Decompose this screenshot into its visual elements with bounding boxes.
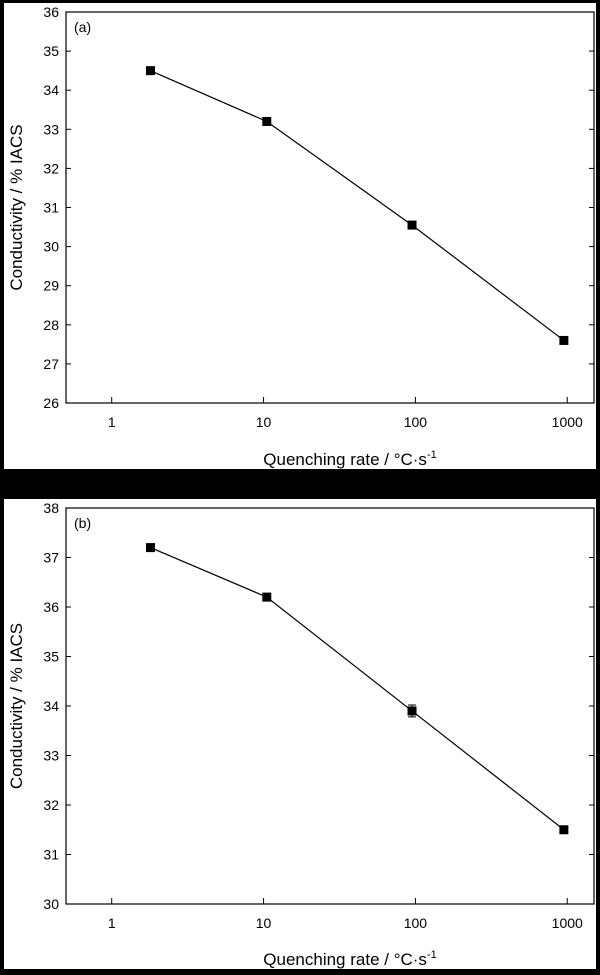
chart-b-xtick-label: 1 bbox=[108, 915, 116, 931]
chart-a-xtick-label: 10 bbox=[256, 414, 272, 430]
chart-b-ytick-label: 33 bbox=[43, 748, 59, 764]
chart-b-ytick-label: 36 bbox=[43, 599, 59, 615]
chart-b-data-point bbox=[262, 592, 272, 602]
chart-a-y-axis-title: Conductivity / % IACS bbox=[7, 124, 26, 290]
chart-b-ytick-label: 35 bbox=[43, 649, 59, 665]
chart-a-ytick-label: 34 bbox=[43, 82, 59, 98]
chart-a-data-point bbox=[145, 66, 155, 76]
chart-a-ytick-label: 32 bbox=[43, 160, 59, 176]
chart-a-panel-label: (a) bbox=[74, 19, 91, 35]
chart-a-ytick-label: 27 bbox=[43, 356, 59, 372]
chart-b-ytick-label: 34 bbox=[43, 698, 59, 714]
chart-a-ytick-label: 33 bbox=[43, 121, 59, 137]
chart-b-y-axis-title: Conductivity / % IACS bbox=[7, 623, 26, 789]
chart-a-data-point bbox=[262, 116, 272, 126]
chart-a-data-point bbox=[559, 335, 569, 345]
chart-a-ytick-label: 30 bbox=[43, 239, 59, 255]
chart-b-data-point bbox=[407, 706, 417, 716]
chart-a-data-point bbox=[407, 220, 417, 230]
chart-b-plot-frame bbox=[65, 507, 595, 905]
chart-a-xtick-label: 1 bbox=[108, 414, 116, 430]
chart-a-xtick-label: 1000 bbox=[552, 414, 583, 430]
chart-a-x-axis-title: Quenching rate / °C·s-1 bbox=[263, 449, 436, 469]
chart-b-x-axis-title: Quenching rate / °C·s-1 bbox=[263, 949, 436, 969]
chart-a-ytick-label: 26 bbox=[43, 395, 59, 411]
chart-panel-a: 26 27 28 29 30 31 32 33 34 35 36 1 10 100 1000 Quenchin… bbox=[4, 3, 596, 469]
chart-a-ytick-label: 31 bbox=[43, 200, 59, 216]
chart-b-svg: 30 31 32 33 34 35 36 37 38 1 10 100 1000 Quenching ra… bbox=[7, 500, 595, 969]
chart-a-xtick-label: 100 bbox=[404, 414, 428, 430]
chart-b-ytick-label: 32 bbox=[43, 797, 59, 813]
chart-b-ytick-label: 37 bbox=[43, 550, 59, 566]
chart-b-ytick-label: 38 bbox=[43, 500, 59, 516]
chart-a-ytick-label: 29 bbox=[43, 278, 59, 294]
chart-panel-b: 30 31 32 33 34 35 36 37 38 1 10 100 1000 Quenching ra… bbox=[4, 499, 596, 969]
chart-b-data-point bbox=[559, 825, 569, 835]
chart-a-plot-frame bbox=[65, 11, 595, 404]
chart-b-panel-label: (b) bbox=[74, 515, 91, 531]
chart-b-ytick-label: 30 bbox=[43, 896, 59, 912]
chart-b-data-point bbox=[145, 543, 155, 553]
chart-a-ytick-label: 28 bbox=[43, 317, 59, 333]
chart-b-xtick-label: 10 bbox=[256, 915, 272, 931]
chart-a-ytick-label: 36 bbox=[43, 4, 59, 20]
chart-a-ytick-label: 35 bbox=[43, 43, 59, 59]
chart-b-series-line bbox=[150, 547, 565, 831]
chart-b-xtick-label: 1000 bbox=[552, 915, 583, 931]
chart-b-xtick-label: 100 bbox=[404, 915, 428, 931]
chart-b-ytick-label: 31 bbox=[43, 847, 59, 863]
chart-a-svg: 26 27 28 29 30 31 32 33 34 35 36 1 10 100 1000 Quenchin… bbox=[7, 4, 595, 469]
chart-a-series-line bbox=[150, 70, 565, 341]
